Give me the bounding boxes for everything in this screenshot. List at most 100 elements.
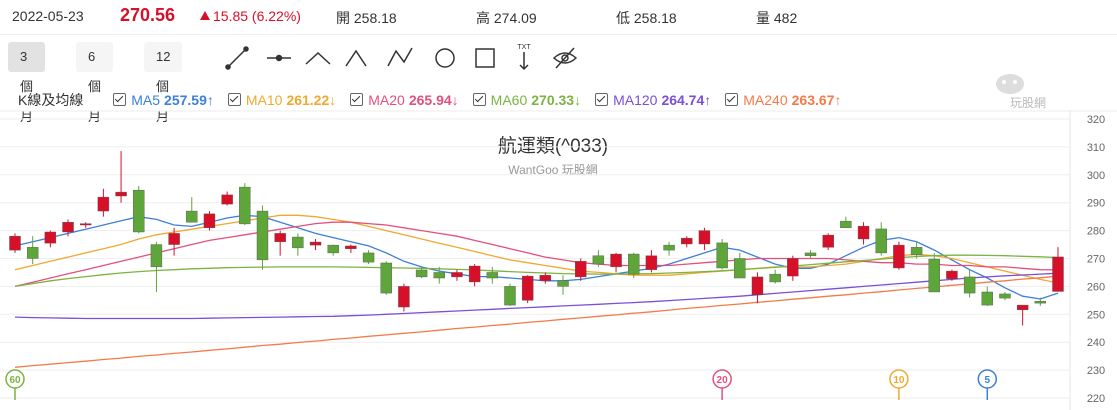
candle-body [486,272,499,279]
divider [0,34,1117,35]
range-button[interactable]: 12 個月 [144,42,183,124]
candle-body [451,272,463,278]
legend-title: K線及均線 [18,92,84,108]
candle-body [628,253,640,275]
legend-value: 261.22 [286,92,330,108]
legend-name: MA20 [368,92,405,108]
candle-body [327,244,339,254]
tool-hline[interactable] [267,54,291,62]
logo: 玩股網 [988,70,1052,110]
candle-body [645,255,658,270]
checkbox[interactable] [472,93,486,106]
tool-text[interactable] [519,52,529,71]
tool-abc[interactable] [345,49,367,67]
candle-body [857,225,870,240]
candle-body [9,235,21,251]
legend-item[interactable]: MA120 264.74↑ [595,92,711,108]
candle-body [574,261,587,278]
tool-abcd[interactable] [387,47,413,67]
legend-name: MA240 [743,92,788,108]
legend-value: 265.94 [408,92,452,108]
legend-value: 257.59 [164,92,207,108]
checkbox[interactable] [725,93,739,106]
legend-item[interactable]: MA10 261.22↓ [227,92,336,108]
legend-item[interactable]: MA240 263.67↑ [725,92,841,108]
y-tick-label: 280 [1087,226,1105,238]
legend-name: MA60 [490,92,528,108]
candle-body [910,247,923,256]
candle-body [840,220,852,229]
checkbox[interactable] [595,93,609,106]
logo-icon [996,74,1024,94]
y-tick-label: 220 [1087,393,1105,405]
y-tick-label: 310 [1087,142,1105,154]
candle-body [1034,300,1047,304]
ma-line [14,272,1059,320]
tool-angle[interactable] [305,51,331,65]
candle-body [44,231,57,244]
candle-body [769,273,781,283]
legend-trend: ↑ [704,92,712,108]
stat-value: 258.18 [353,10,397,26]
date: 2022-05-23 [12,8,84,24]
ma-line [14,254,1059,288]
legend-item[interactable]: MA20 265.94↓ [350,92,459,108]
tool-hide[interactable] [552,47,578,69]
tool-line[interactable] [225,46,249,70]
legend-value: 263.67 [791,92,835,108]
stat-value: 258.18 [633,10,677,26]
tool-rect[interactable] [475,48,495,68]
candle-body [804,252,817,256]
candle-body [539,275,552,282]
candle-body [256,210,269,261]
stat-label: 高 [476,10,490,26]
range-button[interactable]: 6 個月 [76,42,113,124]
candle-body [557,280,569,287]
legend-name: MA5 [131,92,161,108]
candle-body [875,228,887,254]
candle-body [592,255,605,265]
stat: 高 274.09 [476,8,537,28]
tool-circle[interactable] [435,48,455,68]
chart-subtitle: WantGoo 玩股網 [508,163,598,177]
stat-label: 低 [616,10,630,26]
candle-body [433,272,445,279]
candle-body [751,276,764,295]
candle-body [787,258,799,277]
ma-start-label: 5 [985,375,991,386]
checkbox[interactable] [227,93,241,106]
candle-body [292,236,304,249]
checkbox[interactable] [350,93,364,106]
range-button[interactable]: 3 個月 [8,42,45,124]
candle-body [380,262,392,294]
candle-body [62,222,74,233]
candle-body [345,245,357,249]
legend-trend: ↑ [206,92,214,108]
candle-body [309,241,322,246]
checkbox[interactable] [113,93,127,106]
candle-body [734,258,746,279]
y-tick-label: 260 [1087,281,1105,293]
draw-tools: TXT [225,44,578,71]
legend-name: MA120 [613,92,658,108]
stat-label: 開 [336,10,350,26]
candle-body [203,213,216,229]
stat: 開 258.18 [336,8,397,28]
stat-value: 274.09 [493,10,537,26]
chart-title: 航運類(^033) [498,135,608,157]
legend-item[interactable]: MA5 257.59↑ [113,92,214,108]
candle-body [362,252,375,263]
stat: 低 258.18 [616,8,677,28]
y-tick-label: 300 [1087,170,1105,182]
y-tick-label: 250 [1087,309,1105,321]
candle-body [97,196,110,212]
candle-body [221,194,233,205]
ma-line [14,214,1059,284]
legend-item[interactable]: MA60 270.33↓ [472,92,581,108]
ma-start-label: 10 [893,375,905,386]
candle-body [398,286,410,308]
ma-start-marker [5,369,25,389]
candle-body [981,291,993,306]
candle-body [610,253,622,268]
tool-text-label: TXT [517,44,531,51]
